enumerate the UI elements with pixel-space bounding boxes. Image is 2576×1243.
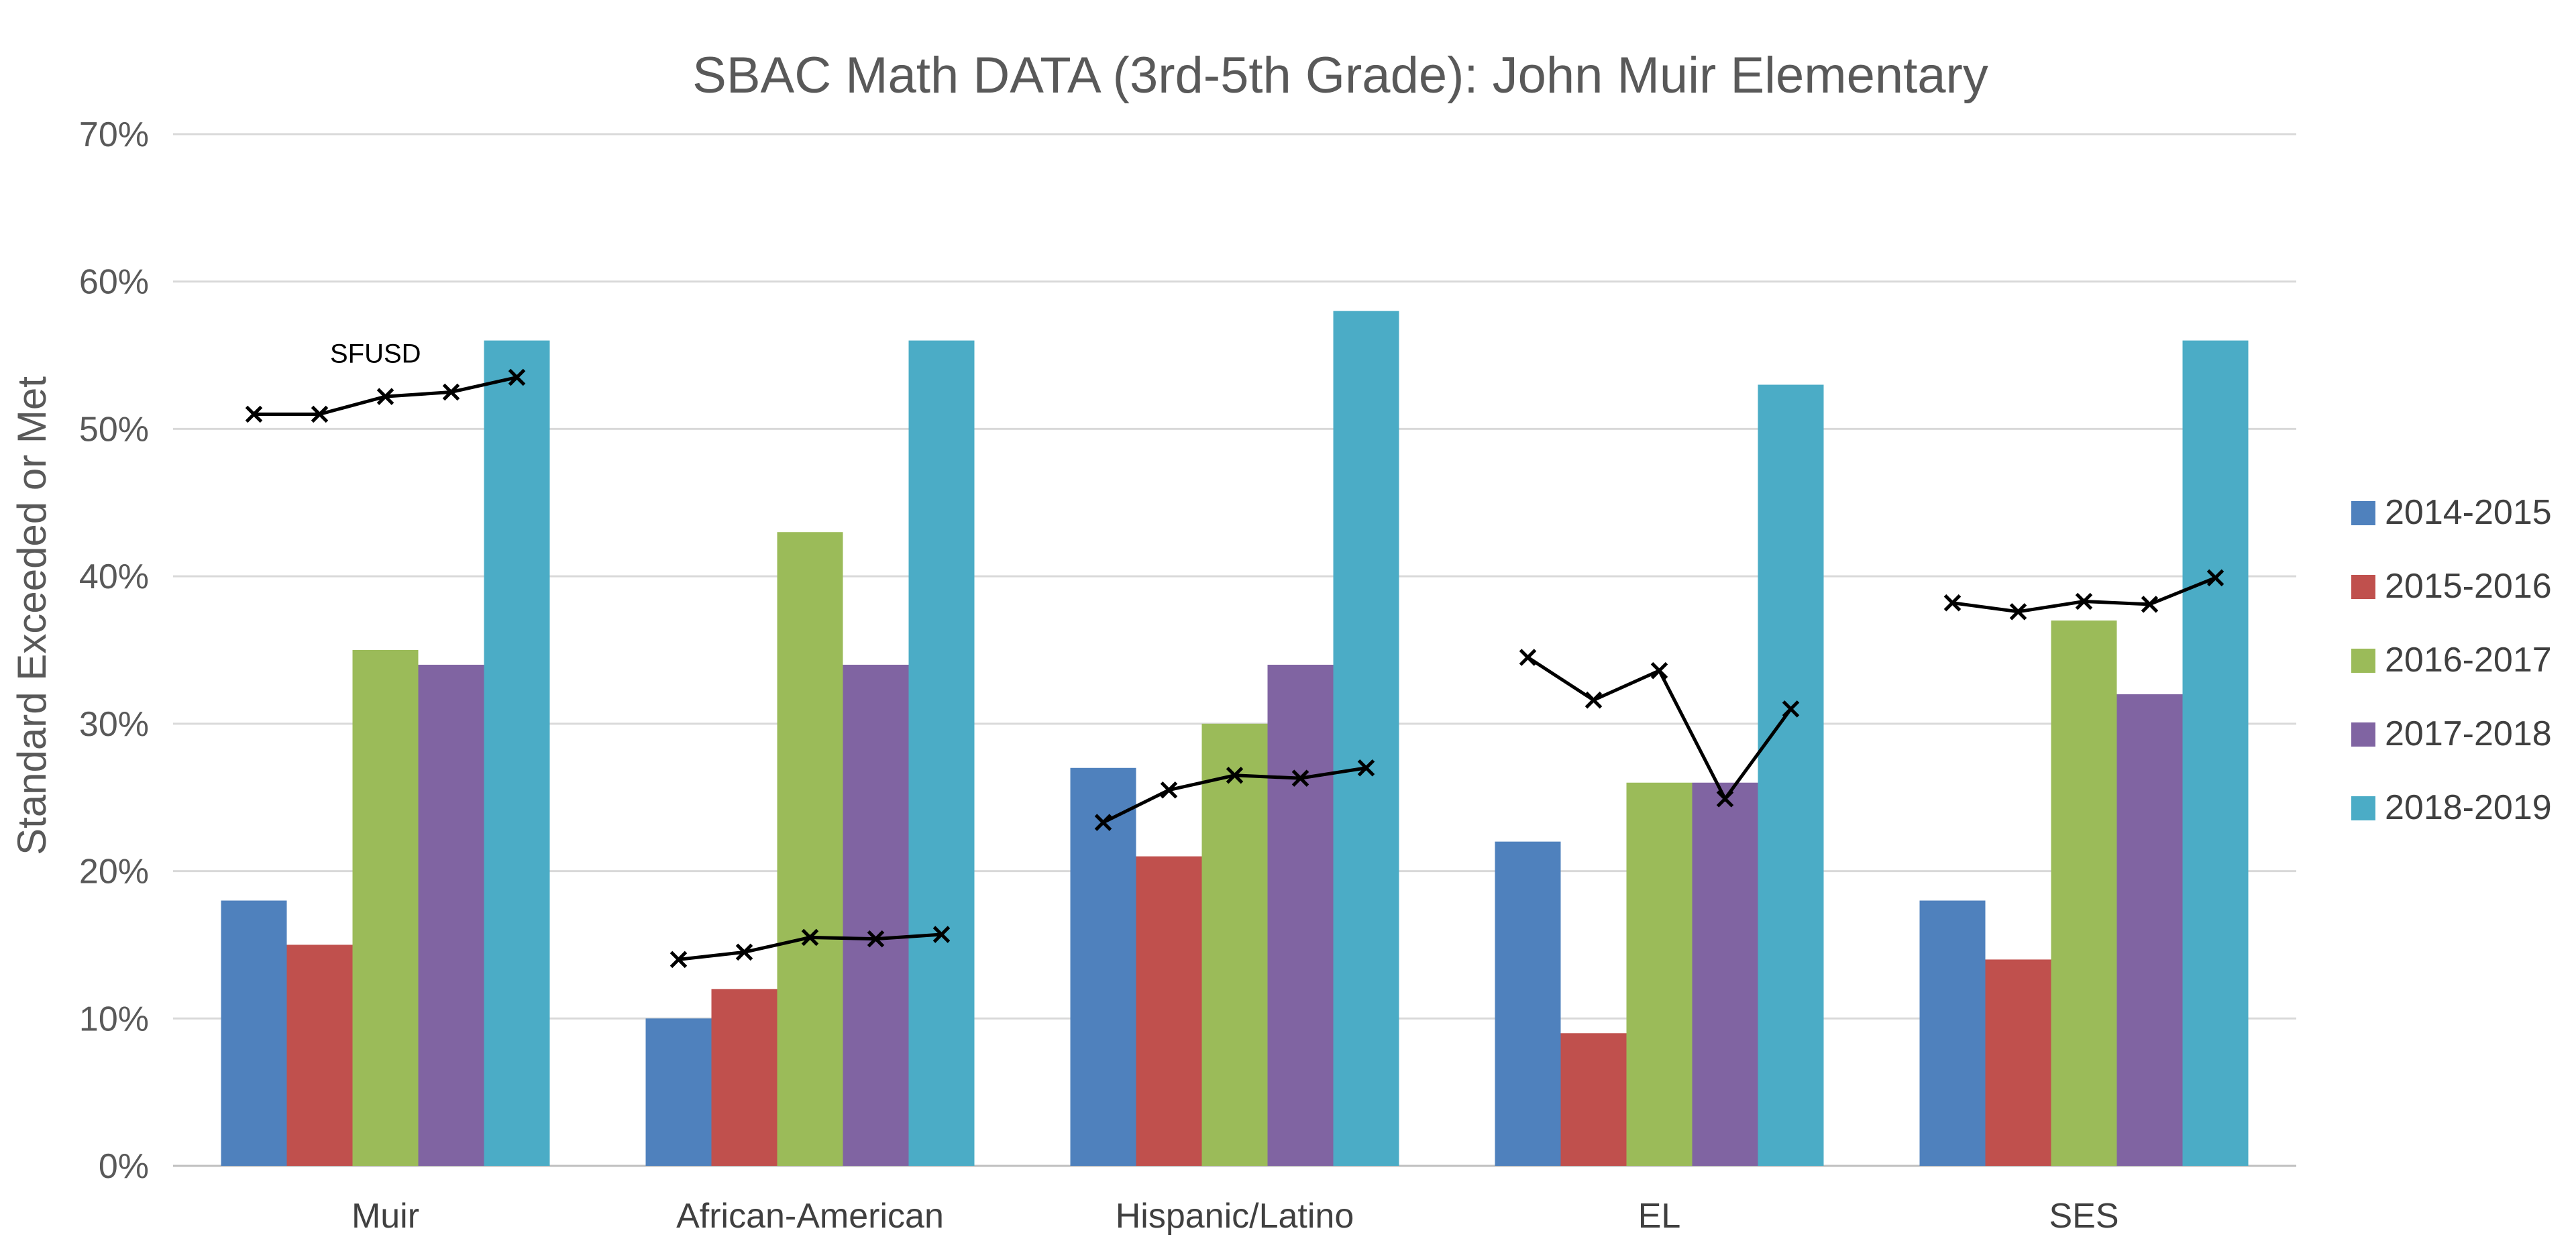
overlay-marker	[311, 405, 329, 423]
x-tick-label: SES	[2049, 1197, 2118, 1236]
overlay-marker	[801, 928, 819, 947]
overlay-marker	[508, 368, 526, 386]
overlay-marker	[1519, 649, 1537, 666]
bar	[2051, 620, 2117, 1166]
overlay-marker	[2075, 592, 2093, 610]
bar	[1070, 767, 1136, 1166]
bars	[221, 311, 2249, 1167]
overlay-marker	[867, 930, 885, 948]
y-tick-label: 60%	[79, 263, 149, 302]
bar	[645, 1018, 712, 1166]
annotation-label: SFUSD	[330, 339, 421, 369]
overlay-marker	[442, 383, 460, 401]
overlay-marker	[2009, 603, 2027, 620]
annotations: SFUSD	[330, 339, 421, 369]
overlay-line	[1527, 655, 1792, 802]
overlay-marker	[1094, 814, 1112, 831]
overlay-marker	[1943, 594, 1962, 612]
legend-label: 2018-2019	[2385, 788, 2552, 827]
legend-label: 2017-2018	[2385, 714, 2552, 753]
bar	[1201, 723, 1268, 1166]
overlay-marker	[2141, 596, 2159, 613]
overlay-marker	[1782, 700, 1800, 718]
legend-swatch	[2351, 575, 2375, 599]
legend-swatch	[2351, 796, 2375, 820]
y-tick-labels: 0% 10% 20% 30% 40% 50% 60% 70%	[79, 115, 149, 1186]
bar	[1985, 959, 2051, 1166]
bar	[1919, 900, 1986, 1166]
overlay-marker	[932, 926, 951, 943]
x-tick-label: African-American	[676, 1197, 944, 1236]
overlay-lines	[245, 368, 2224, 969]
overlay-marker	[1226, 766, 1244, 784]
x-tick-label: Muir	[352, 1197, 419, 1236]
y-tick-label: 0%	[99, 1147, 149, 1186]
y-tick-label: 50%	[79, 410, 149, 449]
y-tick-label: 20%	[79, 853, 149, 891]
x-tick-labels: Muir African-American Hispanic/Latino EL SES	[352, 1197, 2119, 1236]
bar	[1692, 782, 1758, 1166]
bar	[1626, 782, 1693, 1166]
bar	[1560, 1033, 1627, 1166]
x-tick-label: Hispanic/Latino	[1116, 1197, 1354, 1236]
bar	[711, 989, 777, 1166]
bar	[286, 944, 353, 1166]
y-axis-label: Standard Exceeded or Met	[9, 376, 54, 855]
overlay-marker	[1357, 759, 1375, 777]
overlay-marker	[1585, 691, 1603, 709]
bar	[418, 664, 484, 1166]
legend-label: 2014-2015	[2385, 493, 2552, 532]
bar	[1136, 856, 1202, 1166]
overlay-marker	[2206, 569, 2224, 587]
overlay-marker	[669, 951, 688, 969]
y-tick-label: 10%	[79, 999, 149, 1038]
y-tick-label: 70%	[79, 115, 149, 154]
x-tick-label: EL	[1638, 1197, 1681, 1236]
bar	[352, 650, 419, 1166]
legend-swatch	[2351, 649, 2375, 673]
bar	[843, 664, 909, 1166]
legend-swatch	[2351, 501, 2375, 525]
y-tick-label: 40%	[79, 557, 149, 596]
bar	[1758, 384, 1824, 1166]
legend: 2014-2015 2015-2016 2016-2017 2017-2018 2018…	[2351, 493, 2552, 827]
bar	[484, 340, 550, 1167]
bar	[221, 900, 287, 1166]
overlay-marker	[735, 943, 753, 961]
overlay-marker	[1160, 781, 1178, 799]
bar	[777, 532, 843, 1166]
chart-title: SBAC Math DATA (3rd-5th Grade): John Mui…	[692, 47, 1988, 104]
legend-swatch	[2351, 722, 2375, 747]
overlay-marker	[1716, 790, 1734, 808]
overlay-marker	[245, 405, 263, 423]
bar	[1495, 841, 1561, 1166]
bar	[1333, 311, 1399, 1167]
bar	[908, 340, 975, 1167]
overlay-marker	[376, 388, 394, 405]
legend-label: 2015-2016	[2385, 567, 2552, 606]
legend-label: 2016-2017	[2385, 641, 2552, 680]
bar	[1267, 664, 1334, 1166]
overlay-line	[1952, 576, 2216, 614]
overlay-marker	[1650, 661, 1668, 680]
overlay-marker	[1291, 769, 1309, 787]
bar	[2182, 340, 2249, 1167]
y-tick-label: 30%	[79, 705, 149, 744]
bar	[2116, 694, 2183, 1166]
